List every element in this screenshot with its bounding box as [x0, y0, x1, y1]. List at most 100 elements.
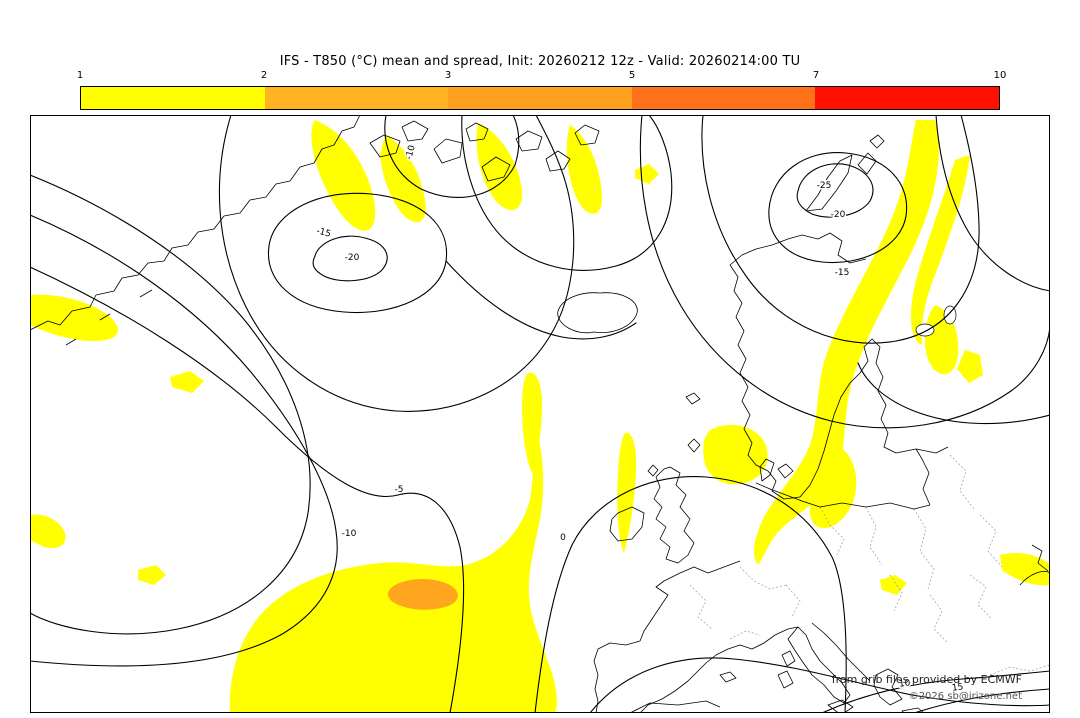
coastline-sicily: [827, 699, 854, 716]
border-line: [689, 584, 713, 630]
colorbar-tick: 7: [812, 70, 820, 81]
coastline-fjord: [139, 289, 153, 298]
border-line: [949, 454, 975, 510]
colorbar-tick: 2: [260, 70, 268, 81]
coastline-island: [465, 122, 489, 142]
coastline-svalbard: [805, 154, 853, 212]
contour-line: [796, 163, 874, 218]
contour-label: -10: [342, 529, 357, 539]
border-line: [969, 574, 993, 620]
colorbar-segment: [815, 87, 999, 109]
coastline-blacksea: [1031, 544, 1049, 572]
contour-line: [445, 260, 637, 340]
colorbar-tick: 10: [993, 70, 1007, 81]
spread-patch: [1000, 553, 1050, 586]
contour-label: 15: [951, 682, 964, 693]
coastline-scandinavia: [729, 264, 949, 500]
map-canvas: -10 -15 -20 -25 -20 -15 -10 -5 0 10 15 f…: [29, 114, 1051, 717]
contour-label: -15: [315, 226, 332, 239]
spread-patch: [229, 427, 557, 713]
coastline-corsica: [781, 650, 796, 667]
contour-label: 0: [560, 533, 566, 543]
border-line: [739, 566, 787, 590]
coastline-fjord: [65, 338, 77, 346]
coastline-island: [574, 124, 600, 146]
coastline-greece: [873, 668, 903, 706]
coastline-svalbard: [869, 134, 885, 149]
coastline-balearics: [719, 671, 737, 683]
colorbar-tick: 3: [444, 70, 452, 81]
contour-label: -20: [831, 210, 846, 220]
contour-line: [857, 362, 1051, 425]
contour-line: [913, 688, 1051, 714]
contour-line: [29, 214, 338, 667]
lake-onega: [943, 305, 957, 325]
coastline-island: [545, 150, 571, 172]
contour-line: [534, 476, 847, 714]
colorbar-ticks: 1 2 3 5 7 10: [77, 70, 1007, 83]
contour-line: [29, 266, 465, 714]
coastline-france-iberia: [593, 560, 741, 714]
coastline-baltic-south: [755, 482, 931, 510]
coastline-baltic-east: [915, 448, 931, 506]
spread-patch: [30, 514, 66, 549]
contour-line: [461, 114, 673, 271]
coastline-fjord: [99, 313, 111, 321]
contour-line: [589, 657, 1051, 714]
contour-label: 10: [898, 678, 911, 690]
coastline-denmark: [777, 463, 794, 479]
coastline-denmark: [759, 458, 775, 482]
border-line: [729, 630, 761, 640]
spread-patches: [30, 120, 1050, 713]
coastline-island: [401, 120, 429, 142]
spread-patch: [30, 294, 118, 342]
spread-patch: [617, 432, 637, 553]
coastline-island: [369, 134, 401, 158]
contour-lines: [29, 114, 1051, 714]
border-line: [785, 584, 801, 618]
contour-line: [821, 670, 1051, 714]
coastlines: [29, 114, 1051, 717]
coastline-sardinia: [777, 670, 794, 689]
border-line: [889, 574, 903, 612]
spread-patch: [138, 565, 166, 585]
spread-patch: [170, 371, 204, 393]
contour-label: -5: [395, 485, 404, 495]
spread-patch: [380, 135, 426, 223]
coastline-ireland: [609, 506, 645, 542]
contour-label: -25: [817, 181, 832, 191]
map-frame: -10 -15 -20 -25 -20 -15 -10 -5 0 10 15 f…: [29, 114, 1051, 717]
contour-line: [935, 114, 1051, 292]
coastline-adriatic: [811, 622, 871, 682]
contour-line: [29, 174, 311, 635]
spread-patch: [880, 575, 907, 595]
spread-patch: [957, 350, 983, 383]
coastline-faroe: [685, 392, 701, 405]
country-borders: [689, 454, 1051, 676]
spread-patch: [311, 120, 376, 231]
coastline-greenland: [29, 114, 361, 331]
contour-line: [701, 114, 980, 344]
map-border: [30, 115, 1050, 713]
colorbar-segment: [264, 87, 449, 109]
coastline-britain: [653, 466, 695, 564]
border-line: [979, 514, 1003, 568]
border-line: [989, 664, 1051, 676]
coastline-hebrides: [647, 464, 659, 477]
attribution-copyright: ©2026 sb@irizone.net: [909, 691, 1022, 702]
spread-patch: [387, 579, 458, 610]
contour-line: [312, 235, 388, 282]
colorbar-segment: [448, 87, 632, 109]
spread-patch: [476, 123, 523, 210]
colorbar-tick: 5: [628, 70, 636, 81]
chart-title: IFS - T850 (°C) mean and spread, Init: 2…: [279, 54, 801, 69]
coastline-shetland: [687, 438, 701, 453]
spread-patch: [566, 125, 603, 214]
spread-patch: [809, 443, 857, 529]
coastline-island: [515, 130, 543, 152]
border-line: [929, 594, 949, 644]
colorbar-segment: [631, 87, 816, 109]
coastline-spain-med: [639, 626, 799, 714]
border-line: [865, 506, 883, 566]
